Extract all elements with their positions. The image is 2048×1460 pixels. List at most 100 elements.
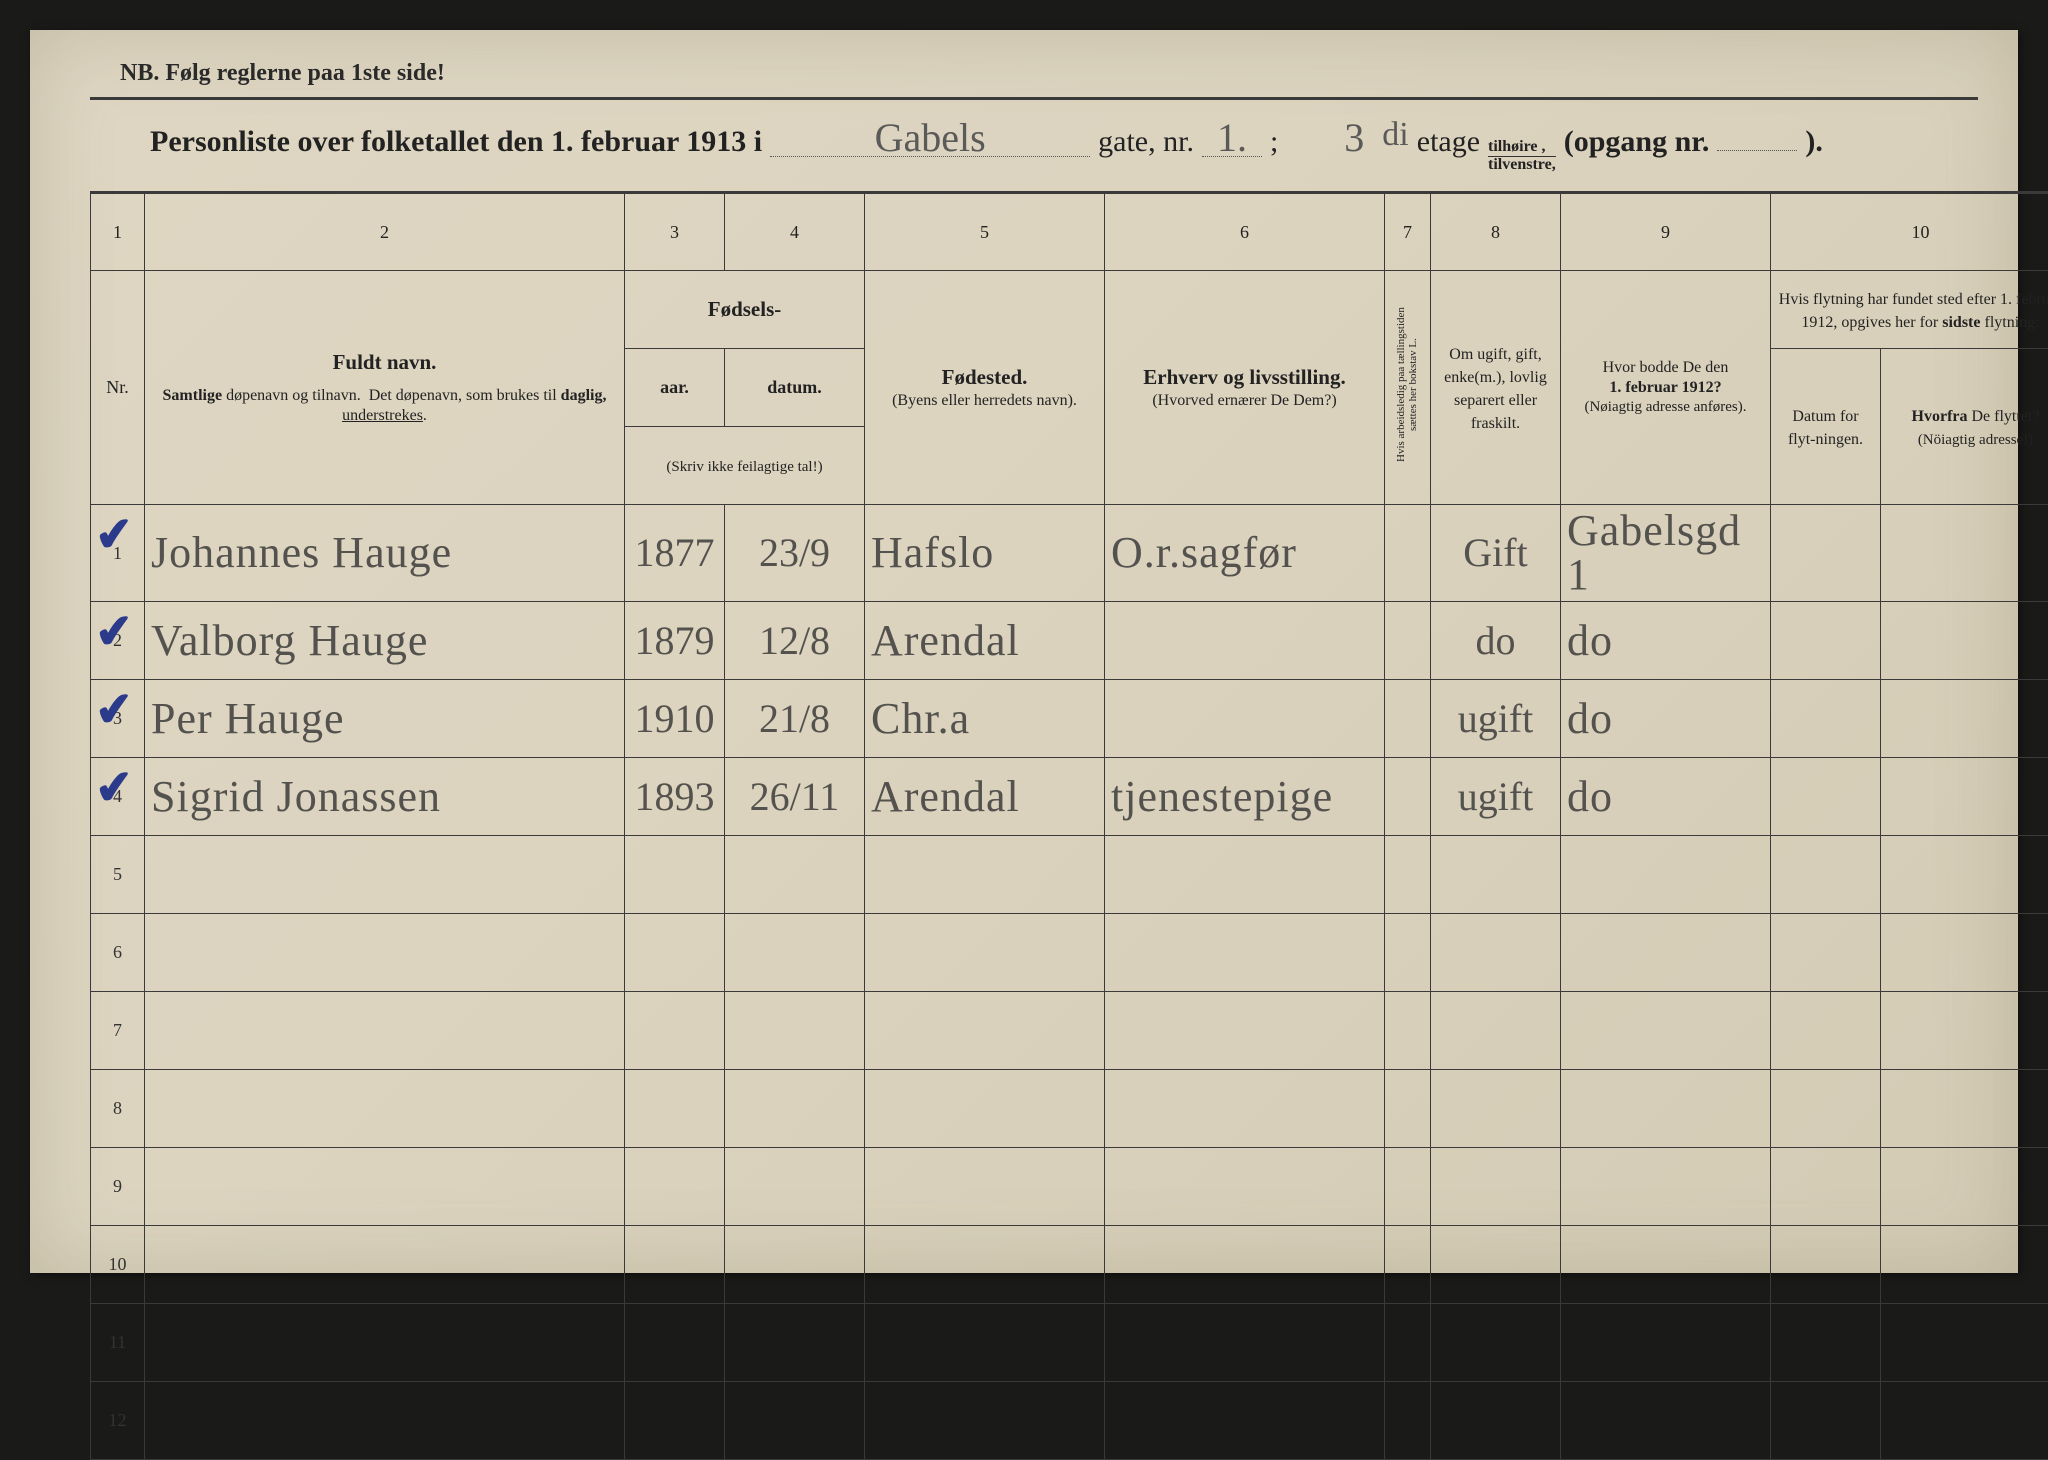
cell-birthplace <box>865 1148 1105 1226</box>
cell-col7 <box>1385 505 1431 602</box>
cell-marital <box>1431 1070 1561 1148</box>
cell-prev-addr: do <box>1561 680 1771 758</box>
cell-name <box>145 1304 625 1382</box>
cell-prev-addr <box>1561 1304 1771 1382</box>
cell-occupation <box>1105 1304 1385 1382</box>
cell-year: 1893 <box>625 758 725 836</box>
cell-date <box>725 992 865 1070</box>
colnum-7: 7 <box>1385 193 1431 271</box>
cell-year: 1879 <box>625 602 725 680</box>
hdr-year-note-text: (Skriv ikke feilagtige tal!) <box>666 459 822 475</box>
cell-move-date <box>1771 1070 1881 1148</box>
cell-birthplace: Arendal <box>865 758 1105 836</box>
hdr-move-date-text: Datum for flyt-ningen. <box>1788 408 1863 448</box>
cell-nr: 10 <box>91 1226 145 1304</box>
cell-prev-addr <box>1561 992 1771 1070</box>
cell-year: 1877 <box>625 505 725 602</box>
table-body: 1Johannes Hauge✔187723/9HafsloO.r.sagfør… <box>91 505 2048 1460</box>
cell-date <box>725 1382 865 1460</box>
cell-move-date <box>1771 836 1881 914</box>
colnum-9: 9 <box>1561 193 1771 271</box>
label-gate: gate, nr. <box>1098 125 1194 159</box>
table-row: 6 <box>91 914 2048 992</box>
cell-name: Valborg Hauge✔ <box>145 602 625 680</box>
cell-marital <box>1431 1148 1561 1226</box>
cell-date <box>725 1304 865 1382</box>
cell-col7 <box>1385 1382 1431 1460</box>
hdr-date: datum. <box>725 349 865 427</box>
cell-nr: 8 <box>91 1070 145 1148</box>
cell-prev-addr: do <box>1561 602 1771 680</box>
table-row: 10 <box>91 1226 2048 1304</box>
cell-year <box>625 1070 725 1148</box>
cell-date <box>725 914 865 992</box>
cell-move-date <box>1771 1304 1881 1382</box>
label-opgang: (opgang nr. <box>1564 125 1710 159</box>
check-mark-icon: ✔ <box>93 606 136 655</box>
cell-move-date <box>1771 1148 1881 1226</box>
side-top: tilhøire , <box>1488 139 1556 157</box>
cell-birthplace <box>865 1226 1105 1304</box>
cell-prev-addr: do <box>1561 758 1771 836</box>
cell-date <box>725 1226 865 1304</box>
cell-col7 <box>1385 758 1431 836</box>
column-numbers-row: 1 2 3 4 5 6 7 8 9 10 <box>91 193 2048 271</box>
cell-occupation <box>1105 1148 1385 1226</box>
check-mark-icon: ✔ <box>93 684 136 733</box>
cell-col7 <box>1385 914 1431 992</box>
cell-name <box>145 836 625 914</box>
cell-year <box>625 1226 725 1304</box>
colnum-3: 3 <box>625 193 725 271</box>
table-row: 8 <box>91 1070 2048 1148</box>
cell-date: 23/9 <box>725 505 865 602</box>
cell-move-date <box>1771 505 1881 602</box>
cell-move-from <box>1881 836 2048 914</box>
cell-occupation: O.r.sagfør <box>1105 505 1385 602</box>
cell-birthplace <box>865 914 1105 992</box>
fill-opgang <box>1717 150 1797 151</box>
cell-move-date <box>1771 992 1881 1070</box>
cell-name <box>145 1070 625 1148</box>
cell-occupation <box>1105 992 1385 1070</box>
hdr-name-label: Fuldt navn. <box>151 349 618 375</box>
hdr-nr: Nr. <box>91 271 145 505</box>
colnum-1: 1 <box>91 193 145 271</box>
colnum-6: 6 <box>1105 193 1385 271</box>
cell-birthplace: Hafslo <box>865 505 1105 602</box>
cell-date <box>725 1148 865 1226</box>
table-row: 4Sigrid Jonassen✔189326/11Arendaltjenest… <box>91 758 2048 836</box>
cell-move-date <box>1771 758 1881 836</box>
table-row: 11 <box>91 1304 2048 1382</box>
cell-marital <box>1431 992 1561 1070</box>
table-row: 5 <box>91 836 2048 914</box>
cell-marital <box>1431 914 1561 992</box>
cell-occupation <box>1105 1226 1385 1304</box>
cell-marital: ugift <box>1431 758 1561 836</box>
fill-etage-nr: 3 <box>1334 120 1374 156</box>
cell-nr: 6 <box>91 914 145 992</box>
cell-name <box>145 1226 625 1304</box>
cell-col7 <box>1385 836 1431 914</box>
cell-name <box>145 992 625 1070</box>
cell-move-from <box>1881 914 2048 992</box>
hdr-name: Fuldt navn. Samtlige døpenavn og tilnavn… <box>145 271 625 505</box>
cell-occupation <box>1105 1070 1385 1148</box>
cell-marital: Gift <box>1431 505 1561 602</box>
hdr-move-date: Datum for flyt-ningen. <box>1771 349 1881 505</box>
top-notice: NB. Følg reglerne paa 1ste side! <box>90 60 1978 87</box>
cell-prev-addr: Gabelsgd 1 <box>1561 505 1771 602</box>
cell-name: Per Hauge✔ <box>145 680 625 758</box>
cell-occupation: tjenestepige <box>1105 758 1385 836</box>
cell-year <box>625 914 725 992</box>
hdr-occ-label: Erhverv og livsstilling. <box>1111 364 1378 390</box>
cell-nr: 7 <box>91 992 145 1070</box>
hdr-birthplace-sub: (Byens eller herredets navn). <box>871 391 1098 411</box>
cell-nr: 5 <box>91 836 145 914</box>
cell-move-date <box>1771 680 1881 758</box>
hdr-marital-text: Om ugift, gift, enke(m.), lovlig separer… <box>1444 346 1547 432</box>
cell-prev-addr <box>1561 1382 1771 1460</box>
hdr-marital: Om ugift, gift, enke(m.), lovlig separer… <box>1431 271 1561 505</box>
cell-col7 <box>1385 680 1431 758</box>
cell-date: 21/8 <box>725 680 865 758</box>
cell-birthplace <box>865 1304 1105 1382</box>
